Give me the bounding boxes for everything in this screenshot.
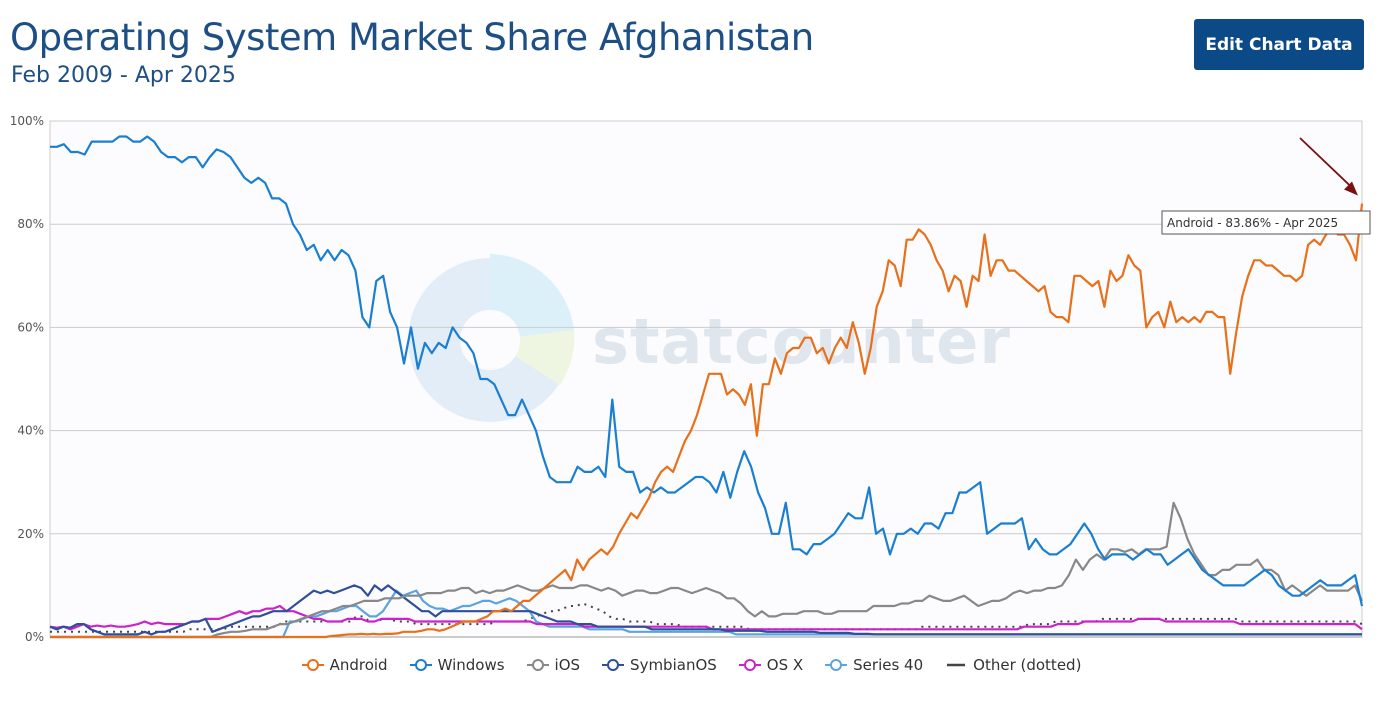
page-title: Operating System Market Share Afghanista… [10,16,814,59]
legend-item-ios[interactable]: iOS [526,656,581,674]
legend-item-symbianos[interactable]: SymbianOS [602,656,717,674]
legend-marker-icon [947,663,966,667]
legend-marker-icon [738,659,761,671]
legend-marker-icon [602,659,625,671]
y-tick-label: 100% [10,114,44,128]
series-line-os-x [49,604,1363,631]
legend-label: iOS [554,656,581,674]
y-tick-label: 20% [17,527,44,541]
series-line-windows [50,135,1364,607]
tooltip-arrow-head [1344,181,1358,196]
legend-label: Android [329,656,388,674]
legend-marker-icon [526,659,549,671]
watermark-logo-hole [460,310,520,370]
legend-marker-icon [409,659,432,671]
legend-item-other-dotted[interactable]: Other (dotted) [945,656,1081,674]
legend-item-windows[interactable]: Windows [409,656,505,674]
tooltip-text: Android - 83.86% - Apr 2025 [1167,216,1338,230]
legend-label: SymbianOS [630,656,717,674]
legend-label: Other (dotted) [973,656,1082,674]
legend-marker-icon [301,659,324,671]
tooltip-arrow-line [1299,137,1353,189]
series-line-symbianos [49,584,1362,636]
tooltip-box [1161,210,1371,235]
y-tick-label: 0% [25,630,44,644]
legend-item-android[interactable]: Android [301,656,388,674]
legend-label: OS X [766,656,804,674]
legend-marker-icon [825,659,848,671]
y-tick-label: 40% [17,424,44,438]
watermark-logo-segment [490,254,574,340]
watermark-text: statcounter [592,305,1011,378]
page-subtitle: Feb 2009 - Apr 2025 [11,63,236,88]
chart-legend: Android Windows iOS SymbianOS OS X Series 40 O… [0,656,1383,674]
legend-label: Series 40 [853,656,924,674]
y-tick-label: 60% [17,320,44,334]
line-chart: statcounter 0% 20% 40% 60% 80% 100% Android - 8… [10,114,1371,644]
y-tick-label: 80% [17,217,44,231]
legend-item-series-40[interactable]: Series 40 [825,656,923,674]
legend-item-os-x[interactable]: OS X [738,656,804,674]
edit-chart-data-button[interactable]: Edit Chart Data [1194,19,1364,70]
series-line-android [50,203,1364,639]
legend-label: Windows [437,656,505,674]
